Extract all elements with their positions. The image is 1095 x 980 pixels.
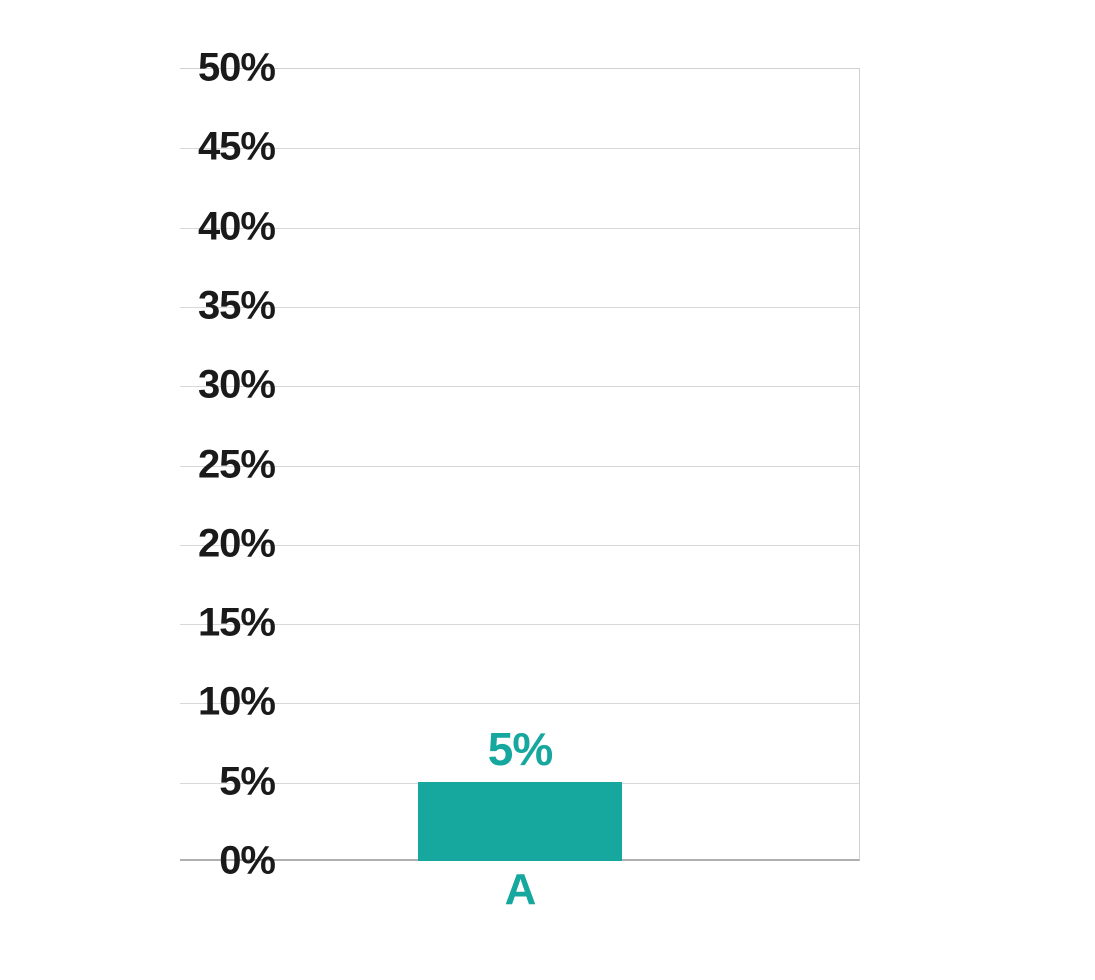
ytick-label: 45% xyxy=(198,125,275,170)
ytick-label: 40% xyxy=(198,204,275,249)
ytick-label: 50% xyxy=(198,46,275,91)
gridline xyxy=(180,703,859,704)
bar-value-label: 5% xyxy=(488,722,552,776)
gridline xyxy=(180,148,859,149)
ytick-label: 10% xyxy=(198,680,275,725)
ytick-label: 0% xyxy=(219,839,275,884)
ytick-label: 20% xyxy=(198,521,275,566)
gridline xyxy=(180,466,859,467)
ytick-label: 30% xyxy=(198,363,275,408)
gridline xyxy=(180,228,859,229)
bar-chart: 0%5%10%15%20%25%30%35%40%45%50%5%A xyxy=(75,50,865,920)
xtick-label: A xyxy=(505,865,536,915)
gridline xyxy=(180,386,859,387)
bar xyxy=(418,782,622,861)
ytick-label: 15% xyxy=(198,601,275,646)
ytick-label: 5% xyxy=(219,759,275,804)
ytick-label: 35% xyxy=(198,283,275,328)
ytick-label: 25% xyxy=(198,442,275,487)
gridline xyxy=(180,545,859,546)
gridline xyxy=(180,307,859,308)
gridline xyxy=(180,624,859,625)
